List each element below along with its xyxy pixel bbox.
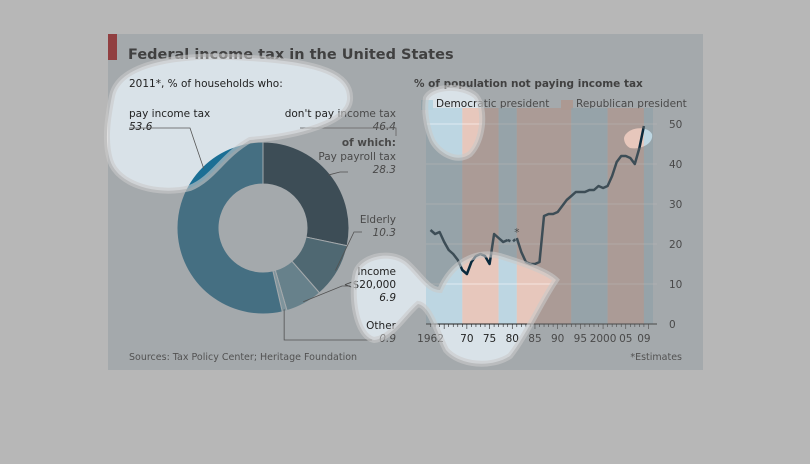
x-tick-label-2000: 2000: [590, 333, 617, 345]
presidency-band-5: [607, 108, 644, 324]
y-tick-label-0: 0: [669, 319, 676, 331]
x-tick-label-05: 05: [619, 333, 632, 345]
presidency-band-0: [426, 108, 463, 324]
leader-payroll: [328, 171, 348, 176]
x-tick-label-75: 75: [483, 333, 496, 345]
y-tick-label-20: 20: [669, 239, 682, 251]
presidency-band-1: [462, 108, 499, 324]
x-tick-label-90: 90: [551, 333, 564, 345]
y-tick-label-40: 40: [669, 159, 682, 171]
presidency-band-4: [571, 108, 608, 324]
x-tick-label-1962: 1962: [417, 333, 444, 345]
estimate-marker: *: [514, 227, 519, 239]
x-tick-label-80: 80: [506, 333, 519, 345]
leader-pay: [129, 127, 205, 169]
y-tick-label-10: 10: [669, 279, 682, 291]
x-tick-label-70: 70: [460, 333, 473, 345]
y-tick-label-50: 50: [669, 119, 682, 131]
y-tick-label-30: 30: [669, 199, 682, 211]
x-tick-label-85: 85: [528, 333, 541, 345]
presidency-band-6: [643, 108, 653, 324]
x-tick-label-09: 09: [637, 333, 650, 345]
bracket-dont-pay: [300, 127, 397, 136]
presidency-band-2: [498, 108, 517, 324]
x-tick-label-95: 95: [574, 333, 587, 345]
leader-other: [283, 309, 372, 341]
donut-slice-payroll: [262, 141, 350, 247]
